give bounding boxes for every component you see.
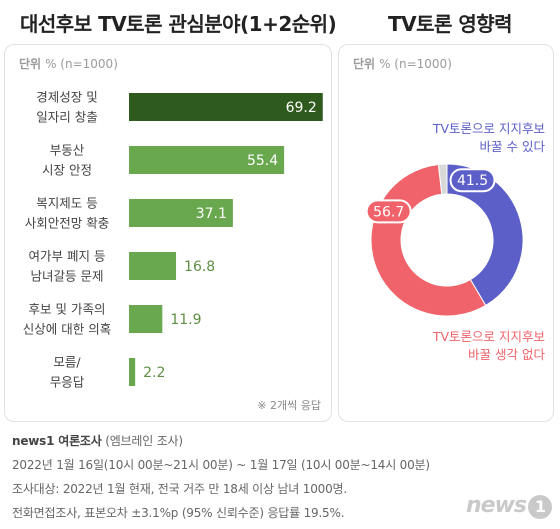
- bar: [129, 305, 163, 333]
- donut-value-bubble: [365, 199, 412, 224]
- bar: [129, 146, 285, 174]
- category-label: 신상에 대한 의혹: [23, 322, 111, 337]
- donut-slice: [437, 163, 448, 195]
- category-label: 부동산: [50, 143, 85, 158]
- donut-value-label: 41.5: [457, 173, 488, 189]
- category-label: 남녀갈등 문제: [31, 269, 104, 284]
- bar-value-label: 11.9: [170, 312, 201, 328]
- unit-label-heading: 단위: [353, 57, 376, 71]
- category-label: 경제성장 및: [36, 90, 97, 105]
- unit-label-text: % (n=1000): [45, 57, 118, 71]
- category-label: 일자리 창출: [36, 110, 97, 125]
- survey-method: 전화면접조사, 표본오차 ±3.1%p (95% 신뢰수준) 응답률 19.5%…: [12, 506, 345, 520]
- survey-source: news1 여론조사 (엠브레인 조사): [12, 432, 183, 449]
- donut-category-label: 바꿀 생각 없다: [468, 347, 545, 362]
- survey-target: 조사대상: 2022년 1월 현재, 전국 거주 만 18세 이상 남녀 100…: [12, 482, 347, 496]
- donut-chart-panel: 단위% (n=1000) 41.5 56.7 TV토론으로 지지후보 바꿀 수 있다 T…: [338, 44, 554, 422]
- survey-period: 2022년 1월 16일(10시 00분~21시 00분) ~ 1월 17일 (…: [12, 458, 430, 472]
- donut-value-bubble: [449, 168, 496, 193]
- bar: [129, 358, 136, 386]
- news1-logo: news 1: [466, 493, 552, 519]
- donut-slice: [446, 163, 524, 307]
- category-label: 여가부 폐지 등: [29, 249, 106, 264]
- bar: [129, 199, 233, 227]
- bar-value-label: 55.4: [247, 153, 278, 169]
- category-label: 복지제도 등: [36, 196, 97, 211]
- unit-label: 단위% (n=1000): [353, 55, 452, 72]
- response-note: ※ 2개씩 응답: [257, 399, 321, 412]
- category-label: 시장 안정: [42, 163, 92, 178]
- news1-logo-number: 1: [528, 495, 552, 519]
- bar-value-label: 37.1: [196, 206, 227, 222]
- donut-category-label: 바꿀 수 있다: [480, 139, 546, 154]
- survey-source-name: news1 여론조사: [12, 434, 102, 448]
- category-label: 후보 및 가족의: [29, 302, 106, 317]
- bar: [129, 93, 323, 121]
- bar-value-label: 16.8: [184, 259, 215, 275]
- category-label: 무응답: [50, 375, 85, 390]
- category-label: 사회안전망 확충: [25, 216, 109, 231]
- bar-chart-title: 대선후보 TV토론 관심분야(1+2순위): [20, 12, 337, 36]
- news1-logo-text: news: [465, 493, 527, 518]
- unit-label-heading: 단위: [19, 57, 42, 71]
- survey-source-agency: (엠브레인 조사): [105, 434, 183, 448]
- unit-label: 단위% (n=1000): [19, 55, 118, 72]
- donut-chart-title: TV토론 영향력: [388, 12, 513, 36]
- unit-label-text: % (n=1000): [379, 57, 452, 71]
- bar-value-label: 69.2: [286, 100, 317, 116]
- category-label: 모름/: [53, 355, 81, 370]
- bar: [129, 252, 177, 280]
- donut-category-label: TV토론으로 지지후보: [432, 121, 545, 136]
- bar-value-label: 2.2: [143, 365, 165, 381]
- donut-category-label: TV토론으로 지지후보: [432, 329, 545, 344]
- donut-value-label: 56.7: [373, 204, 404, 220]
